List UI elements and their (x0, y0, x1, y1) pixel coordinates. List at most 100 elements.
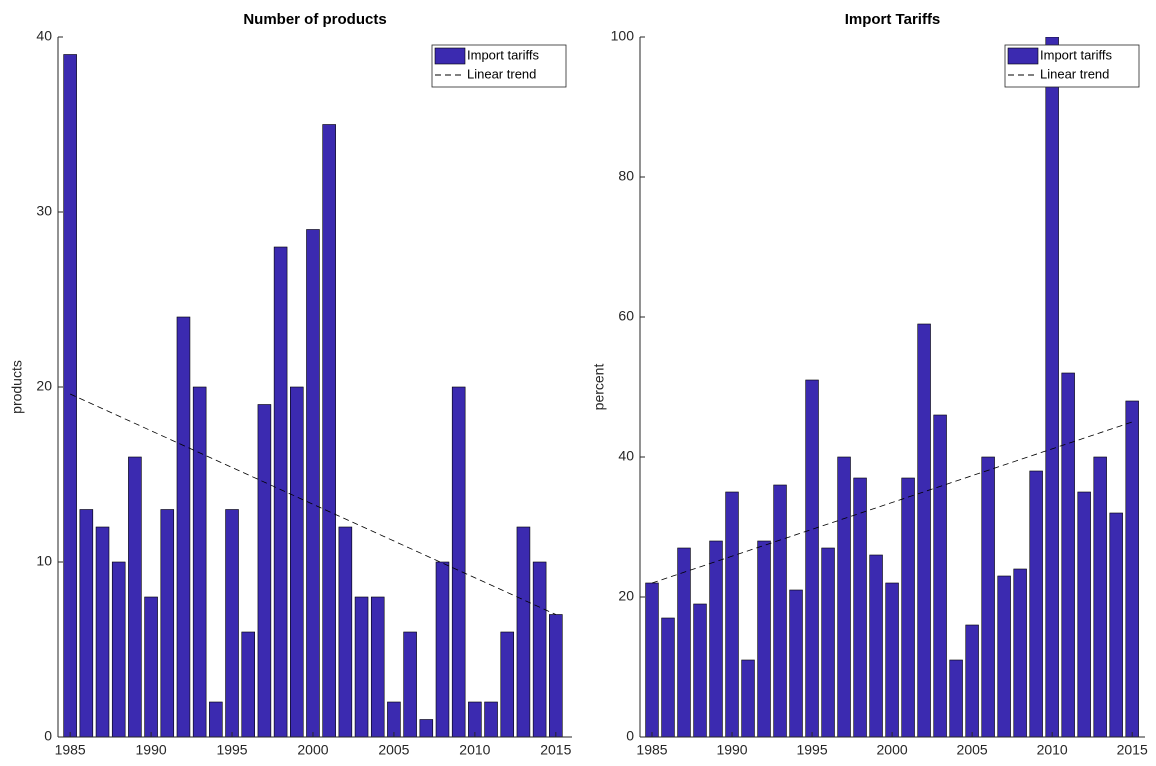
x-tick-label: 2000 (877, 742, 908, 758)
y-tick-label: 10 (36, 553, 52, 569)
bar (160, 509, 175, 737)
bar (949, 659, 963, 737)
bar (63, 54, 77, 737)
x-tick-label: 1990 (716, 742, 747, 758)
bar (79, 509, 94, 737)
chart-panel: Import Tariffs percent 0 20 40 60 80 100 1985 199… (591, 11, 1148, 758)
bar (1077, 491, 1091, 737)
plot-area (645, 37, 1139, 737)
bar (661, 617, 675, 737)
bar (128, 456, 142, 737)
bar (853, 477, 867, 737)
bar (435, 561, 450, 737)
bar (241, 631, 255, 737)
bar (821, 547, 835, 737)
legend-swatch (434, 47, 466, 65)
bar (516, 526, 531, 737)
bar (885, 582, 899, 737)
bar (965, 624, 979, 737)
y-tick-label: 40 (618, 448, 634, 464)
bar (997, 575, 1011, 737)
y-tick-label: 20 (618, 588, 634, 604)
bar (419, 719, 434, 737)
legend-swatch (1007, 47, 1039, 65)
y-tick-label: 40 (36, 28, 52, 44)
x-tick-label: 2015 (540, 742, 571, 758)
bar (757, 540, 771, 737)
y-tick-label: 20 (36, 378, 52, 394)
bar (869, 554, 883, 737)
bar (209, 701, 223, 737)
x-tick-label: 2005 (957, 742, 988, 758)
bar (451, 386, 466, 737)
bar (306, 229, 320, 737)
trend-line (69, 393, 556, 615)
x-tick-label: 1995 (216, 742, 247, 758)
bar (370, 596, 385, 737)
legend: Import tariffs Linear trend (431, 44, 567, 88)
legend-box (431, 44, 567, 88)
chart-panel: Number of products products 0 10 20 30 40 1985 1… (9, 11, 572, 758)
bar (645, 582, 659, 737)
bar (677, 547, 691, 737)
bar (273, 246, 288, 737)
y-tick-label: 0 (626, 728, 634, 744)
y-tick-label: 0 (44, 728, 52, 744)
x-tick-label: 2015 (1117, 742, 1148, 758)
bar (741, 659, 755, 737)
bar (95, 526, 110, 737)
legend: Import tariffs Linear trend (1004, 44, 1140, 88)
legend-label: Linear trend (1040, 66, 1109, 81)
bar (1061, 372, 1075, 737)
bar (773, 484, 787, 737)
y-tick-label: 60 (618, 308, 634, 324)
bar (532, 561, 547, 737)
x-tick-label: 2010 (459, 742, 490, 758)
bar (981, 456, 995, 737)
bar (192, 386, 207, 737)
bar (1013, 568, 1027, 737)
bar (403, 631, 417, 737)
bar (917, 323, 931, 737)
bar (468, 701, 482, 737)
bar (111, 561, 126, 737)
x-tick-label: 1995 (796, 742, 827, 758)
y-tick-label: 80 (618, 168, 634, 184)
bar (1029, 470, 1043, 737)
bar (225, 509, 239, 737)
x-tick-label: 1985 (55, 742, 86, 758)
x-tick-label: 2000 (297, 742, 328, 758)
x-tick-label: 2010 (1037, 742, 1068, 758)
bar (933, 414, 947, 737)
bar (322, 124, 336, 737)
legend-label: Linear trend (467, 66, 536, 81)
bar (354, 596, 369, 737)
plot-area (63, 54, 563, 737)
x-tick-label: 1985 (636, 742, 667, 758)
y-tick-label: 100 (611, 28, 635, 44)
x-tick-label: 1990 (136, 742, 167, 758)
bar (693, 603, 707, 737)
bar (549, 614, 563, 737)
bar (176, 316, 191, 737)
bar (709, 540, 723, 737)
y-axis-label: products (9, 360, 25, 414)
bar (1045, 37, 1059, 737)
bar (484, 701, 498, 737)
x-tick-label: 2005 (378, 742, 409, 758)
y-tick-label: 30 (36, 203, 52, 219)
legend-label: Import tariffs (1040, 47, 1113, 62)
bar (144, 596, 158, 737)
bar (837, 456, 851, 737)
bar (901, 477, 915, 737)
bar (257, 404, 272, 737)
bar (1109, 512, 1123, 737)
chart-title: Number of products (243, 11, 386, 28)
bar (789, 589, 803, 737)
bar (338, 526, 353, 737)
bar (725, 491, 739, 737)
legend-label: Import tariffs (467, 47, 540, 62)
bar (1093, 456, 1107, 737)
bar (1125, 400, 1139, 737)
